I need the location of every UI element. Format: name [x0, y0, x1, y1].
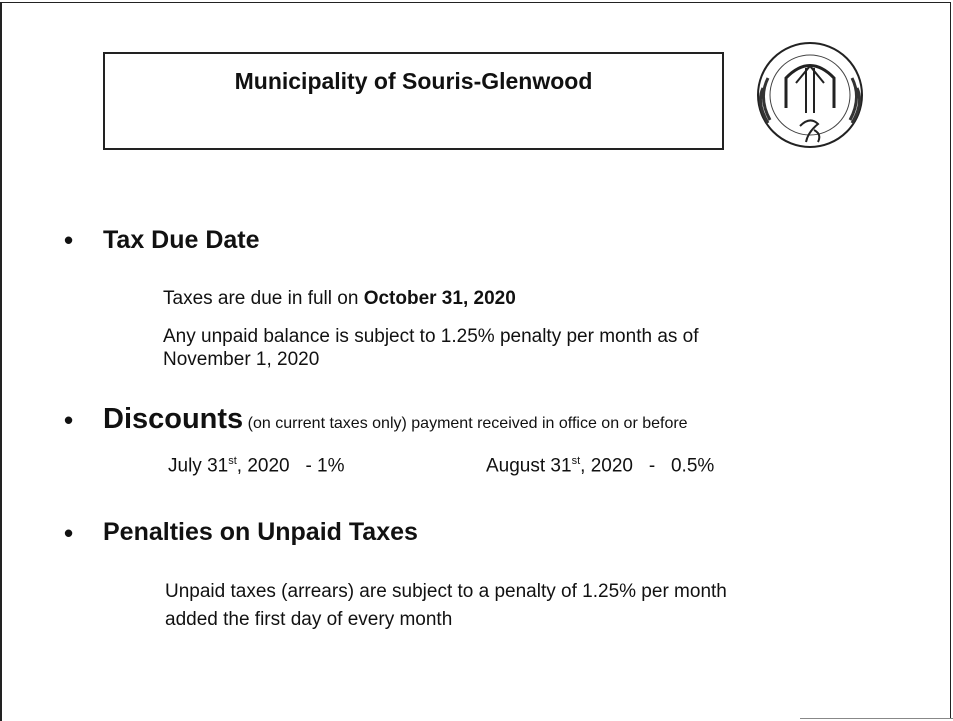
frame-line — [0, 2, 2, 721]
text: Taxes are due in full on — [163, 288, 364, 309]
heading: Tax Due Date — [103, 226, 260, 254]
text-line: added the first day of every month — [165, 609, 453, 630]
text: July 31 — [168, 455, 229, 477]
discount: July 31st, 2020 - 1% — [168, 450, 345, 477]
text: , 2020 — [236, 455, 290, 477]
frame-line — [0, 2, 951, 3]
text: st — [571, 455, 581, 467]
frame-line — [950, 2, 951, 718]
title: Municipality of Souris-Glenwood — [234, 68, 593, 94]
text: st — [228, 455, 237, 467]
due-date: October 31, 2020 — [363, 288, 516, 309]
text: 1% — [317, 455, 345, 477]
frame-line — [800, 718, 953, 719]
bullet: • — [64, 405, 74, 435]
note: (on current taxes only) payment received… — [247, 415, 688, 432]
text: August 31 — [486, 455, 572, 477]
logo — [757, 42, 863, 148]
heading: Penalties on Unpaid Taxes — [103, 518, 418, 546]
discount: August 31st, 2020 - 0.5% — [486, 450, 714, 477]
bullet: • — [64, 225, 74, 255]
text-line: Taxes are due in full on October 31, 202… — [163, 287, 516, 310]
heading: Discounts — [103, 403, 244, 435]
text-line: November 1, 2020 — [163, 349, 320, 370]
text-line: Any unpaid balance is subject to 1.25% p… — [163, 326, 699, 347]
text: - — [305, 455, 312, 477]
text: , 2020 — [580, 455, 633, 477]
text-line: Unpaid taxes (arrears) are subject to a … — [165, 581, 727, 602]
text: - — [648, 455, 656, 477]
bullet: • — [64, 518, 74, 548]
text: 0.5% — [670, 455, 715, 477]
title-box — [103, 52, 724, 150]
heading-line: Discounts (on current taxes only) paymen… — [103, 403, 688, 436]
